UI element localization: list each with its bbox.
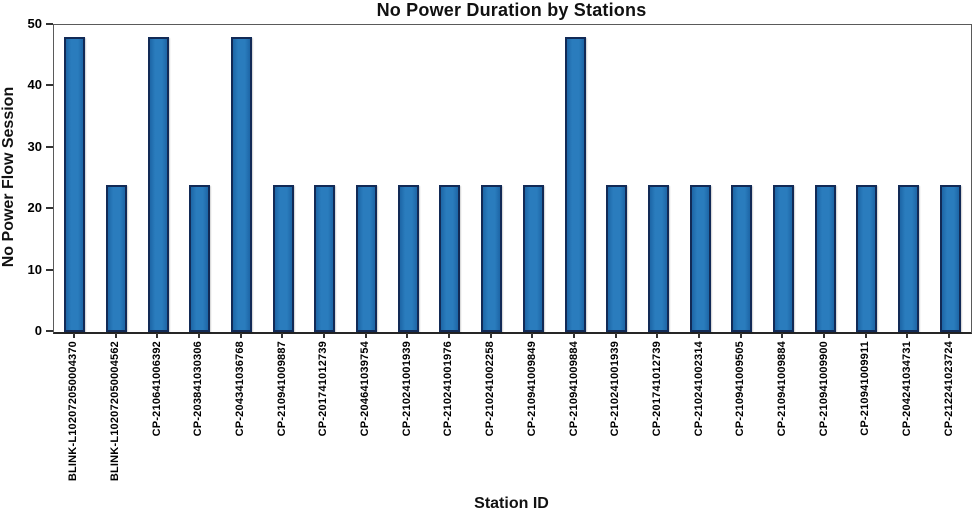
x-tick-label: CP-201741012739: [317, 341, 330, 437]
x-tick-label: CP-201741012739: [650, 341, 663, 437]
x-tick: [239, 333, 242, 338]
x-tick: [281, 333, 284, 338]
x-tick: [906, 333, 909, 338]
x-tick-label: CP-203841030306: [192, 341, 205, 437]
y-tick: [46, 268, 53, 271]
y-tick: [46, 145, 53, 148]
x-tick-label: CP-210941009505: [734, 341, 747, 437]
x-tick-label: CP-204641039754: [359, 341, 372, 437]
x-tick-label: CP-210941009911: [859, 341, 872, 436]
bar-CP-210241001939: [397, 184, 419, 332]
x-tick: [614, 333, 617, 338]
x-tick: [489, 333, 492, 338]
y-tick: [46, 23, 53, 25]
bar-CP-203841030306: [189, 184, 211, 332]
x-tick: [72, 333, 75, 338]
bar-BLINK-L102072050004562: [106, 184, 128, 332]
x-tick-label: CP-210641006392: [150, 341, 163, 437]
bar-CP-210941009887: [272, 184, 294, 332]
x-tick-label: CP-210941009884: [567, 341, 580, 437]
bar-CP-210241001939: [606, 184, 628, 332]
bar-CP-201741012739: [314, 184, 336, 332]
y-tick-label: 20: [27, 200, 42, 216]
bar-CP-210241001976: [439, 184, 461, 332]
x-tick: [156, 333, 159, 338]
bar-CP-204641039754: [356, 184, 378, 332]
x-tick: [656, 333, 659, 338]
bar-CP-201741012739: [647, 184, 669, 332]
bar-CP-210641006392: [147, 37, 169, 332]
x-tick: [823, 333, 826, 338]
bar-CP-204241034731: [897, 184, 919, 332]
x-axis-label: Station ID: [474, 495, 549, 512]
y-tick: [46, 207, 53, 210]
y-tick-label: 40: [27, 77, 42, 93]
x-tick: [406, 333, 409, 338]
x-tick: [531, 333, 534, 338]
x-tick-label: CP-210941009887: [275, 341, 288, 437]
x-tick: [864, 333, 867, 338]
x-tick-label: CP-210241001939: [400, 341, 413, 437]
bar-CP-210941009900: [814, 184, 836, 332]
chart-title: No Power Duration by Stations: [376, 0, 647, 20]
x-tick: [322, 333, 325, 338]
bar-CP-210941009884: [564, 37, 586, 332]
x-tick-label: CP-212241023724: [942, 341, 955, 437]
x-tick-label: CP-210241001976: [442, 341, 455, 437]
y-tick: [46, 330, 53, 332]
x-tick-label: CP-204341036768: [234, 341, 247, 437]
x-tick: [114, 333, 117, 338]
y-tick-label: 0: [34, 323, 42, 338]
x-tick: [698, 333, 701, 338]
bar-BLINK-L102072050004370: [64, 37, 86, 332]
x-tick: [447, 333, 450, 338]
y-tick-label: 10: [27, 261, 42, 277]
x-tick-label: BLINK-L102072050004562: [109, 341, 122, 482]
bar-CP-212241023724: [939, 184, 961, 332]
bar-CP-210241002258: [481, 184, 503, 332]
x-tick-label: CP-210941009884: [775, 341, 788, 437]
y-tick: [46, 84, 53, 87]
x-tick: [739, 333, 742, 338]
bar-CP-210941009884: [772, 184, 794, 332]
bar-CP-210241002314: [689, 184, 711, 332]
bar-CP-210941009505: [731, 184, 753, 332]
x-tick-label: CP-210941009900: [817, 341, 830, 437]
x-tick: [573, 333, 576, 338]
x-tick-label: CP-204241034731: [900, 341, 913, 437]
bar-CP-204341036768: [231, 37, 253, 332]
bar-CP-210941009911: [856, 184, 878, 332]
x-tick-label: CP-210941009849: [525, 341, 538, 437]
x-tick: [781, 333, 784, 338]
x-tick-label: CP-210241002258: [484, 341, 497, 437]
x-tick-label: BLINK-L102072050004370: [67, 341, 80, 482]
bar-CP-210941009849: [522, 184, 544, 332]
x-tick: [948, 333, 951, 338]
x-tick-label: CP-210241001939: [609, 341, 622, 437]
x-tick: [364, 333, 367, 338]
y-tick-label: 30: [27, 138, 42, 154]
x-tick-label: CP-210241002314: [692, 341, 705, 437]
x-tick: [197, 333, 200, 338]
plot-area: [53, 24, 972, 334]
y-tick-label: 50: [27, 16, 42, 31]
